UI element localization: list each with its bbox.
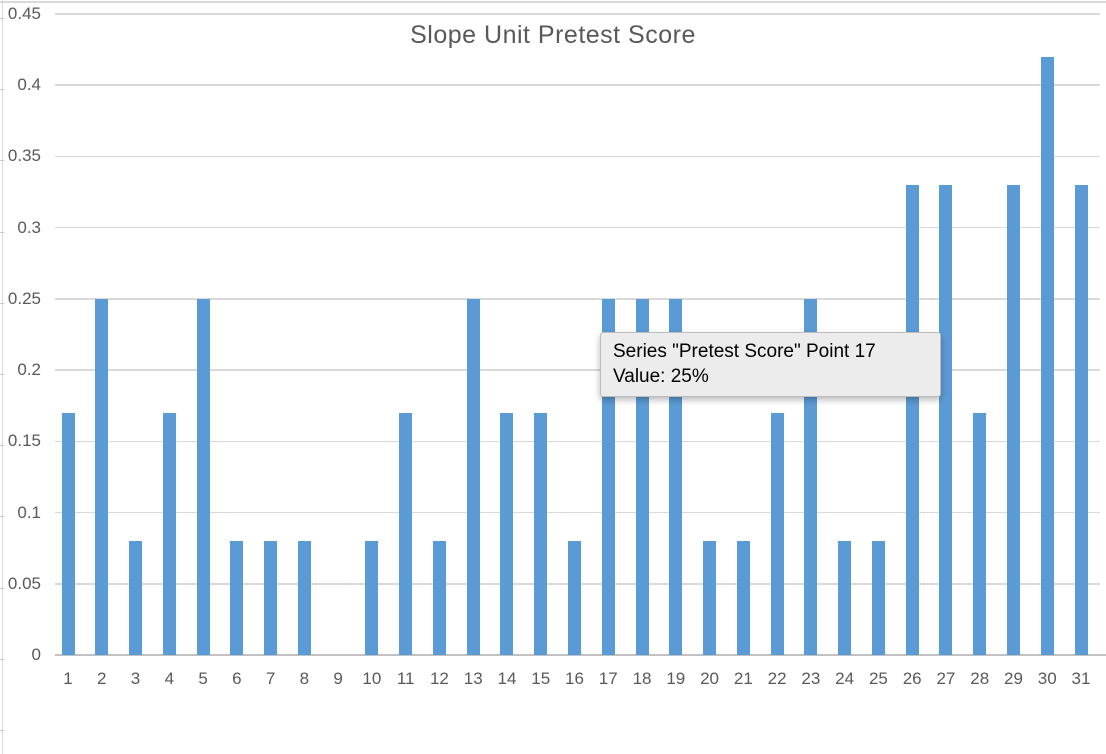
bar-point-10[interactable] [365,541,379,655]
bar-point-7[interactable] [264,541,278,655]
x-tick-label-7: 7 [265,669,276,688]
y-axis-tick [0,231,4,233]
bar-point-3[interactable] [129,541,143,655]
bar-point-4[interactable] [162,412,176,655]
x-tick-label-5: 5 [198,669,208,688]
y-tick-label: 0.05 [7,573,41,593]
bar-point-11[interactable] [399,412,413,655]
data-point-tooltip: Series "Pretest Score" Point 17 Value: 2… [600,332,941,397]
bar-point-2[interactable] [95,298,109,655]
x-tick-label-13: 13 [463,669,483,688]
y-axis-tick [0,516,4,518]
bar-point-25[interactable] [871,541,885,655]
bar-point-28[interactable] [973,412,987,655]
x-tick-label-27: 27 [936,669,956,688]
bar-point-15[interactable] [534,412,548,655]
gridline [55,440,1100,443]
y-axis-tick [0,302,4,304]
y-tick-label: 0.35 [7,146,41,166]
bar-point-14[interactable] [500,412,514,655]
gridline [55,84,1100,86]
x-tick-label-26: 26 [902,669,922,688]
x-tick-label-19: 19 [666,669,686,688]
gridline [55,13,1100,15]
y-axis-tick [0,587,4,589]
y-tick-label: 0.4 [17,75,41,95]
x-tick-label-10: 10 [362,669,382,688]
bar-point-29[interactable] [1006,184,1020,655]
x-tick-label-28: 28 [970,669,990,688]
gridline [55,511,1100,514]
x-tick-label-14: 14 [497,669,517,688]
x-tick-label-2: 2 [97,669,107,688]
x-tick-label-18: 18 [632,669,652,688]
bar-point-8[interactable] [297,541,311,655]
x-tick-label-21: 21 [733,669,753,688]
y-tick-label: 0.3 [17,217,41,237]
bar-point-30[interactable] [1040,56,1054,655]
bar-point-13[interactable] [466,298,480,655]
x-tick-label-4: 4 [164,669,175,688]
y-axis-tick [0,89,4,91]
chart-top-border [0,1,1106,3]
x-tick-label-8: 8 [299,669,310,688]
x-tick-label-11: 11 [396,669,415,688]
gridline [55,155,1100,158]
y-tick-label: 0.25 [7,288,41,308]
y-tick-label: 0 [31,645,41,664]
y-axis-tick [0,160,4,162]
bar-point-16[interactable] [568,541,581,655]
chart-title: Slope Unit Pretest Score [410,21,696,49]
bar-point-5[interactable] [196,298,210,655]
gridline [55,298,1100,300]
x-tick-label-22: 22 [767,669,787,688]
bar-point-22[interactable] [770,412,784,655]
y-tick-label: 0.15 [7,431,41,451]
y-axis-tick [0,445,4,447]
x-tick-label-6: 6 [232,669,242,688]
x-tick-label-29: 29 [1004,669,1023,688]
y-tick-label: 0.1 [17,502,41,522]
x-axis-baseline [55,654,1106,656]
y-axis-tick [0,658,4,660]
x-tick-label-20: 20 [700,669,720,688]
bar-point-6[interactable] [230,541,244,655]
x-tick-label-23: 23 [801,669,821,688]
bar-point-12[interactable] [432,541,446,655]
x-tick-label-17: 17 [598,669,618,688]
x-tick-label-9: 9 [333,669,343,688]
x-tick-label-3: 3 [130,669,141,688]
y-axis-tick [0,730,4,731]
y-axis-tick [0,18,4,19]
x-tick-label-16: 16 [565,669,584,688]
bar-point-20[interactable] [703,541,717,655]
gridline [55,369,1100,371]
bar-point-21[interactable] [736,541,750,655]
bar-point-27[interactable] [939,184,953,655]
x-tick-label-15: 15 [531,669,551,688]
x-tick-label-31: 31 [1071,669,1091,688]
gridline [55,226,1100,229]
y-axis-tick [0,374,4,375]
x-tick-label-25: 25 [868,669,888,688]
bar-point-24[interactable] [838,541,852,655]
x-tick-label-12: 12 [429,669,449,688]
x-tick-label-24: 24 [835,669,855,688]
bar-point-1[interactable] [61,412,75,655]
x-tick-label-30: 30 [1037,669,1057,688]
y-tick-label: 0.45 [7,4,41,23]
y-tick-label: 0.2 [17,360,41,380]
bar-point-31[interactable] [1074,184,1088,655]
tooltip-series-line: Series "Pretest Score" Point 17 [613,341,876,362]
bar-point-26[interactable] [905,184,919,655]
left-edge-axis-line [2,0,3,754]
x-tick-label-1: 1 [63,669,73,688]
tooltip-value-line: Value: 25% [613,366,709,387]
